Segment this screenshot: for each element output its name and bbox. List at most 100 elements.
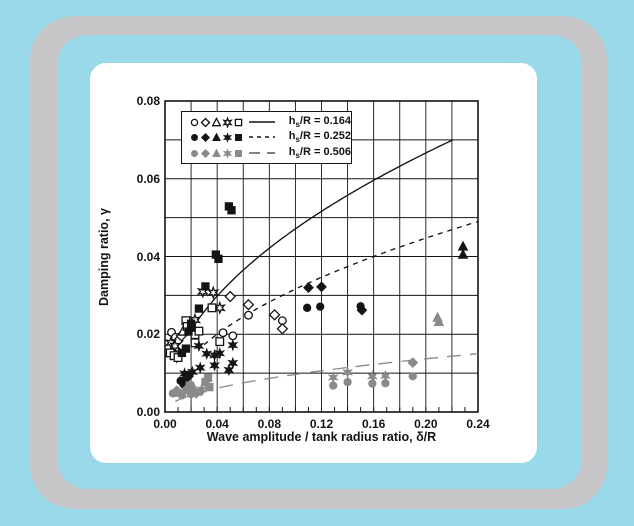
data-point-diamond	[242, 298, 255, 311]
data-point-star	[380, 369, 391, 383]
data-point-circle	[228, 331, 238, 341]
data-point-diamond	[268, 308, 281, 321]
data-point-star	[222, 132, 233, 144]
y-tick-label: 0.02	[136, 327, 160, 342]
legend-triangle-icon	[212, 133, 221, 142]
data-point-triangle	[457, 248, 469, 259]
data-point-square	[201, 282, 210, 291]
data-point-circle	[244, 310, 253, 320]
data-point-star	[222, 116, 233, 128]
data-point-square	[214, 254, 223, 263]
legend-star-icon	[222, 132, 233, 144]
legend-row-hsR_0506: hs/R = 0.506	[189, 146, 351, 161]
data-point-diamond	[200, 117, 211, 128]
data-point-square	[235, 134, 242, 142]
data-point-triangle	[212, 133, 221, 142]
data-point-square	[235, 150, 242, 158]
data-point-circle	[303, 303, 312, 312]
legend-marker-set	[189, 147, 244, 159]
legend-diamond-icon	[200, 133, 211, 143]
legend-square-icon	[235, 150, 242, 158]
legend-label: hs/R = 0.506	[288, 146, 351, 161]
legend-label: hs/R = 0.252	[288, 130, 351, 145]
x-tick-label: 0.20	[414, 417, 438, 431]
legend-linestyle-solid	[249, 121, 275, 123]
legend-star-icon	[222, 116, 233, 128]
data-point-diamond	[356, 304, 368, 316]
data-point-circle	[190, 118, 199, 127]
data-point-square	[207, 303, 217, 313]
x-tick-label: 0.04	[205, 417, 229, 431]
data-point-circle	[408, 372, 417, 381]
x-axis-title: Wave amplitude / tank radius ratio, δ/R	[206, 430, 437, 444]
data-point-triangle	[433, 316, 445, 327]
data-point-star	[342, 366, 353, 379]
data-point-square	[194, 304, 204, 313]
data-point-diamond	[316, 281, 327, 293]
y-tick-label: 0.04	[136, 249, 160, 264]
data-point-star	[201, 347, 213, 360]
data-point-square	[215, 337, 225, 347]
data-point-triangle	[212, 148, 221, 158]
data-point-square	[184, 327, 193, 336]
data-point-star	[366, 370, 378, 383]
legend-square-icon	[235, 134, 242, 142]
y-tick-label: 0.00	[136, 405, 160, 419]
data-point-star	[209, 359, 220, 372]
data-point-circle	[191, 150, 198, 158]
data-point-circle	[191, 134, 198, 142]
data-point-star	[222, 148, 233, 159]
legend-row-hsR_0164: hs/R = 0.164	[189, 114, 351, 129]
legend-circle-icon	[190, 118, 199, 127]
x-tick-label: 0.12	[309, 417, 334, 431]
legend-circle-icon	[191, 150, 198, 158]
legend-circle-icon	[191, 134, 198, 142]
legend-square-icon	[234, 118, 243, 127]
data-point-diamond	[200, 133, 211, 143]
data-point-square	[177, 348, 187, 358]
legend-marker-set	[189, 116, 244, 128]
data-point-square	[234, 118, 243, 127]
x-tick-label: 0.08	[257, 417, 281, 431]
data-point-diamond	[303, 282, 314, 293]
data-point-diamond	[224, 290, 237, 303]
data-point-circle	[343, 377, 352, 387]
plot-box	[164, 100, 479, 413]
x-tick-label: 0.16	[361, 417, 386, 431]
legend-star-icon	[222, 148, 233, 159]
y-tick-label: 0.08	[136, 94, 160, 108]
fit-curve-hsR_0252	[203, 220, 479, 346]
data-point-square	[203, 373, 213, 382]
data-point-circle	[316, 302, 325, 311]
fit-curve-hsR_0164	[187, 139, 454, 335]
legend-label: hs/R = 0.164	[288, 114, 351, 129]
data-point-star	[223, 363, 235, 377]
fit-curve-hsR_0506	[175, 353, 479, 403]
data-point-square	[227, 206, 236, 215]
legend-diamond-icon	[200, 117, 211, 128]
y-tick-label: 0.06	[136, 171, 160, 186]
data-point-square	[205, 382, 214, 392]
legend-triangle-icon	[212, 148, 221, 158]
data-point-triangle	[211, 116, 222, 127]
data-point-star	[227, 338, 239, 352]
data-point-star	[194, 361, 206, 374]
y-axis-title: Damping ratio, γ	[97, 208, 111, 306]
data-point-square	[185, 381, 194, 390]
data-point-square	[194, 326, 204, 336]
legend-box: hs/R = 0.164 hs/R = 0.252 hs/R = 0.506	[181, 111, 352, 164]
legend-linestyle-dashed	[249, 136, 275, 139]
legend-diamond-icon	[200, 149, 211, 159]
data-point-star	[214, 347, 226, 360]
data-point-diamond	[200, 149, 211, 159]
data-point-star	[213, 300, 226, 315]
data-point-star	[193, 339, 205, 353]
data-point-diamond	[276, 322, 289, 335]
x-tick-label: 0.24	[466, 417, 490, 431]
data-point-star	[327, 371, 339, 384]
data-point-diamond	[407, 357, 419, 369]
legend-row-hsR_0252: hs/R = 0.252	[189, 130, 351, 145]
x-tick-label: 0.00	[153, 417, 177, 431]
